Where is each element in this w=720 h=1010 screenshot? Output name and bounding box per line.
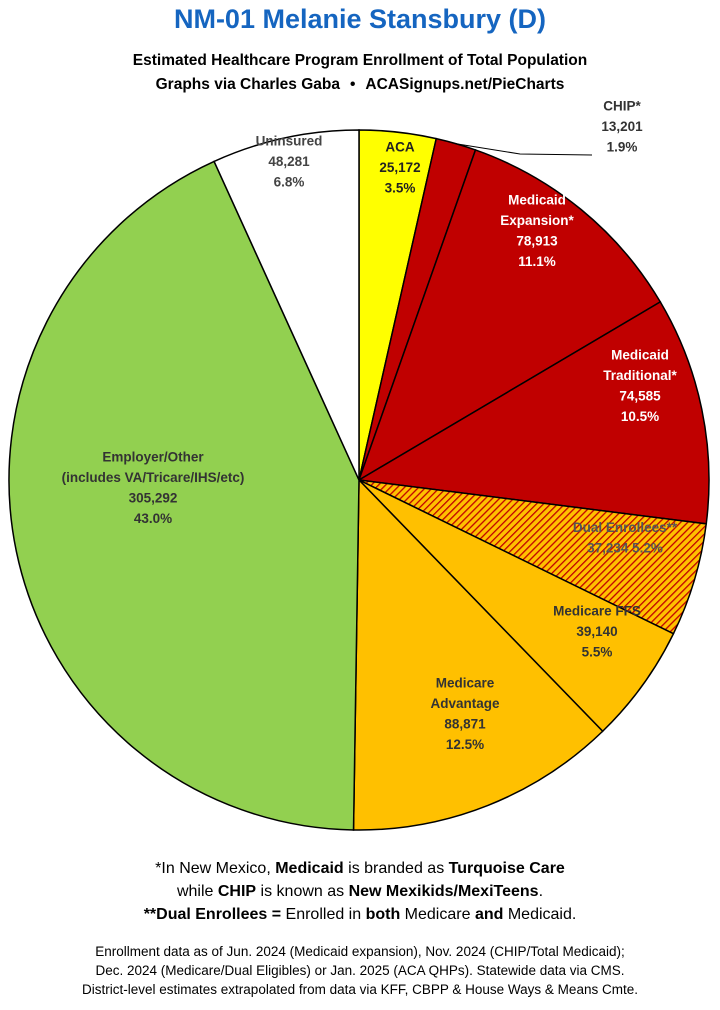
pie-slice-employer-other <box>8 160 360 831</box>
footnote-text: **Dual Enrollees = <box>143 906 286 923</box>
footnote-text: and <box>474 906 504 923</box>
footnote-dual: **Dual Enrollees = Enrolled in both Medi… <box>0 903 720 926</box>
footnote-text: is known as <box>256 883 349 900</box>
slice-label-line: 12.5% <box>446 737 484 752</box>
leader-line-chip <box>455 143 593 156</box>
credit-author: Graphs via Charles Gaba <box>155 76 340 93</box>
footnote-text: Turquoise Care <box>448 860 565 877</box>
credit-url: ACASignups.net/PieCharts <box>365 76 565 93</box>
footnote-text: is branded as <box>343 860 449 877</box>
pie-slices <box>8 129 710 831</box>
slice-label-line: 74,585 <box>619 388 661 403</box>
source-line: Enrollment data as of Jun. 2024 (Medicai… <box>95 944 625 959</box>
slice-label-line: 11.1% <box>518 254 556 269</box>
footnote-chip: while CHIP is known as New Mexikids/Mexi… <box>0 880 720 903</box>
footnote-text: *In New Mexico, <box>155 860 276 877</box>
slice-label-medicare-advantage: Medicare Advantage 88,871 12.5% <box>430 675 500 752</box>
source-notes: Enrollment data as of Jun. 2024 (Medicai… <box>0 942 720 999</box>
slice-label-line: 3.5% <box>385 181 416 196</box>
slice-label-line: Advantage <box>430 696 500 711</box>
footnote-text: . <box>538 883 544 900</box>
chart-title: NM-01 Melanie Stansbury (D) <box>173 4 547 34</box>
slice-label-line: (includes VA/Tricare/IHS/etc) <box>62 470 245 485</box>
footnote-text: while <box>176 883 218 900</box>
slice-label-medicaid-expansion: Medicaid Expansion* 78,913 11.1% <box>500 192 574 268</box>
slice-label-employer-other: Employer/Other (includes VA/Tricare/IHS/e… <box>62 449 245 526</box>
slice-label-line: Medicaid <box>508 192 566 207</box>
slice-label-line: CHIP* <box>603 99 641 114</box>
source-line: District-level estimates extrapolated fr… <box>82 982 638 997</box>
footnote-text: both <box>365 906 401 923</box>
footnote-text: Medicaid <box>275 860 344 877</box>
slice-label-line: Medicaid <box>611 347 669 362</box>
slice-label-line: Expansion* <box>500 213 574 228</box>
footnote-text: Medicare <box>400 906 475 923</box>
pie-chart: ACA 25,172 3.5% CHIP* 13,201 1.9% Medicaid Expa… <box>8 99 710 831</box>
chart-subtitle: Estimated Healthcare Program Enrollment … <box>132 52 588 69</box>
pie-slice-uninsured <box>213 129 360 481</box>
footnote-medicaid: *In New Mexico, Medicaid is branded as T… <box>0 857 720 880</box>
slice-label-line: 6.8% <box>274 175 305 190</box>
slice-label-line: Uninsured <box>256 134 323 149</box>
source-line: Dec. 2024 (Medicare/Dual Eligibles) or J… <box>95 963 625 978</box>
footnote-text: Medicaid. <box>503 906 577 923</box>
slice-label-dual-enrollees: Dual Enrollees** 37,234 5.2% <box>573 520 678 556</box>
pie-slice-medicaid-traditional <box>356 300 710 525</box>
chart-credit: Graphs via Charles Gaba • ACASignups.net/P… <box>0 76 720 94</box>
footnote-text: New Mexikids/MexiTeens <box>348 883 539 900</box>
slice-label-line: Traditional* <box>603 368 677 383</box>
slice-label-line: Medicare <box>436 675 495 690</box>
slice-label-line: Medicare FFS <box>553 604 641 619</box>
slice-label-line: Employer/Other <box>102 449 204 464</box>
pie-slice-medicaid-expansion <box>357 148 662 482</box>
slice-label-line: 13,201 <box>601 119 643 134</box>
slice-label-line: 5.5% <box>582 645 613 660</box>
credit-separator: • <box>349 76 356 93</box>
slice-label-line: 10.5% <box>621 409 659 424</box>
slice-label-aca: ACA 25,172 3.5% <box>379 140 420 196</box>
slice-label-line: ACA <box>385 140 414 155</box>
slice-label-medicare-ffs: Medicare FFS 39,140 5.5% <box>553 604 641 660</box>
slice-label-line: 1.9% <box>607 140 638 155</box>
slice-label-medicaid-traditional: Medicaid Traditional* 74,585 10.5% <box>603 347 677 424</box>
slice-label-line: 48,281 <box>268 154 310 169</box>
footnotes: *In New Mexico, Medicaid is branded as T… <box>0 857 720 926</box>
footnote-text: CHIP <box>217 883 257 900</box>
slice-label-line: 78,913 <box>516 233 558 248</box>
slice-label-line: 37,234 5.2% <box>587 540 663 555</box>
pie-labels: ACA 25,172 3.5% CHIP* 13,201 1.9% Medicaid Expa… <box>62 99 678 752</box>
slice-label-line: 25,172 <box>379 160 420 175</box>
pie-slice-medicare-advantage <box>352 478 604 831</box>
slice-label-line: 43.0% <box>134 511 172 526</box>
slice-label-line: 88,871 <box>444 716 486 731</box>
slice-label-line: 305,292 <box>129 490 178 505</box>
slice-label-line: 39,140 <box>576 624 617 639</box>
footnote-text: Enrolled in <box>285 906 366 923</box>
slice-label-line: Dual Enrollees** <box>573 520 678 535</box>
slice-label-uninsured: Uninsured 48,281 6.8% <box>256 134 323 190</box>
slice-label-chip: CHIP* 13,201 1.9% <box>601 99 643 155</box>
